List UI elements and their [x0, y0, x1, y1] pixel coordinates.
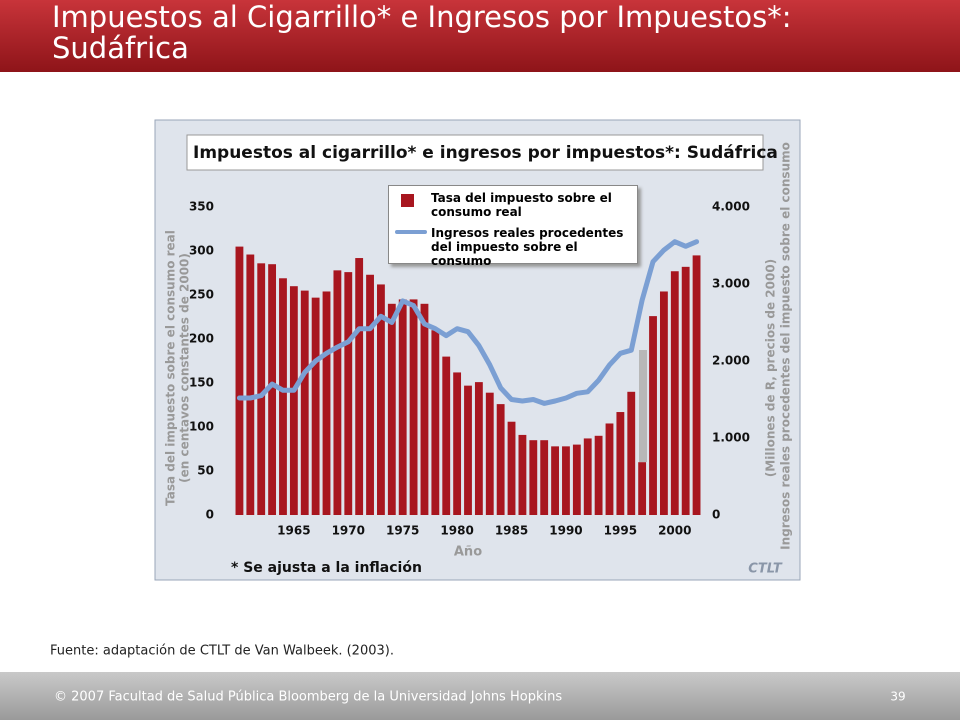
bar	[496, 404, 505, 515]
y2-tick-label: 4.000	[712, 200, 750, 214]
y-tick-label: 350	[189, 200, 214, 214]
bar	[670, 271, 679, 515]
bar	[692, 255, 701, 515]
bar	[268, 264, 277, 515]
bar	[366, 274, 374, 515]
legend: Tasa del impuesto sobre el consumo real …	[388, 185, 638, 268]
bar	[518, 434, 527, 515]
bar	[540, 440, 549, 515]
bar	[572, 444, 581, 515]
bar	[681, 266, 690, 515]
y-axis-title: Tasa del impuesto sobre el consumo real	[164, 230, 178, 506]
y-tick-label: 100	[189, 420, 214, 434]
bar	[659, 291, 668, 515]
y2-axis-title: Ingresos reales procedentes del impuesto…	[779, 142, 793, 550]
bar	[638, 462, 647, 515]
x-axis-title: Año	[454, 545, 482, 560]
x-tick-label: 1975	[386, 524, 419, 538]
y2-tick-label: 2.000	[712, 354, 750, 368]
chart-title: Impuestos al cigarrillo* e ingresos por …	[193, 143, 778, 163]
bar	[485, 392, 494, 515]
y2-tick-label: 1.000	[712, 431, 750, 445]
legend-label: Ingresos reales procedentes del impuesto…	[431, 226, 624, 268]
x-tick-label: 1980	[440, 524, 473, 538]
bar	[311, 297, 320, 515]
x-tick-label: 1995	[604, 524, 637, 538]
bar	[355, 258, 364, 515]
x-tick-label: 1970	[332, 524, 365, 538]
bar	[529, 440, 538, 515]
bar	[387, 303, 396, 515]
bar	[409, 299, 418, 515]
legend-label: Tasa del impuesto sobre el consumo real	[431, 191, 612, 219]
y-tick-label: 300	[189, 244, 214, 258]
chart-title-box	[186, 134, 764, 171]
bar	[257, 263, 266, 515]
y2-tick-label: 3.000	[712, 277, 750, 291]
bar	[333, 270, 342, 515]
bar	[562, 446, 570, 515]
bar	[322, 291, 331, 515]
y-axis-unit: (en centavos constantes de 2000)	[178, 253, 192, 483]
y-tick-label: 250	[189, 288, 214, 302]
y-tick-label: 50	[197, 464, 214, 478]
highlight-bar	[639, 350, 647, 462]
slide-title: Impuestos al Cigarrillo* e Ingresos por …	[52, 0, 792, 65]
bar	[474, 382, 483, 515]
bar	[649, 316, 657, 515]
source: Fuente: adaptación de CTLT de Van Walbee…	[50, 644, 394, 659]
bar	[551, 446, 559, 515]
x-tick-label: 1985	[495, 524, 528, 538]
y2-tick-label: 0	[712, 508, 720, 522]
bar	[398, 299, 407, 515]
bar	[431, 330, 440, 515]
bar	[235, 246, 244, 515]
x-tick-label: 2000	[658, 524, 691, 538]
bar	[377, 284, 385, 515]
x-tick-label: 1965	[277, 524, 310, 538]
bar	[344, 272, 353, 515]
bar	[507, 421, 516, 515]
header-bar	[0, 0, 960, 72]
x-tick-label: 1990	[549, 524, 582, 538]
bar	[627, 391, 636, 515]
bar	[583, 438, 592, 515]
y-tick-label: 150	[189, 376, 214, 390]
y2-axis-unit: (Millones de R, precios de 2000)	[764, 259, 778, 477]
bar	[594, 435, 603, 515]
bar	[300, 290, 309, 515]
line	[236, 239, 700, 406]
bar	[279, 278, 287, 515]
footnote: * Se ajusta a la inflación	[231, 560, 422, 576]
bar	[442, 356, 451, 515]
page-number: 39	[890, 690, 905, 704]
bar	[420, 303, 429, 515]
bar	[464, 385, 472, 515]
bar	[246, 254, 255, 515]
y-tick-label: 200	[189, 332, 214, 346]
bar	[453, 372, 462, 515]
legend-swatch	[401, 194, 414, 207]
bar	[616, 412, 625, 515]
bar	[605, 423, 614, 515]
y-tick-label: 0	[206, 508, 214, 522]
footer-text: © 2007 Facultad de Salud Pública Bloombe…	[54, 690, 562, 705]
logo: CTLT	[748, 562, 783, 577]
bar	[289, 286, 298, 515]
footer-bar	[0, 672, 960, 720]
legend-swatch	[395, 230, 427, 234]
